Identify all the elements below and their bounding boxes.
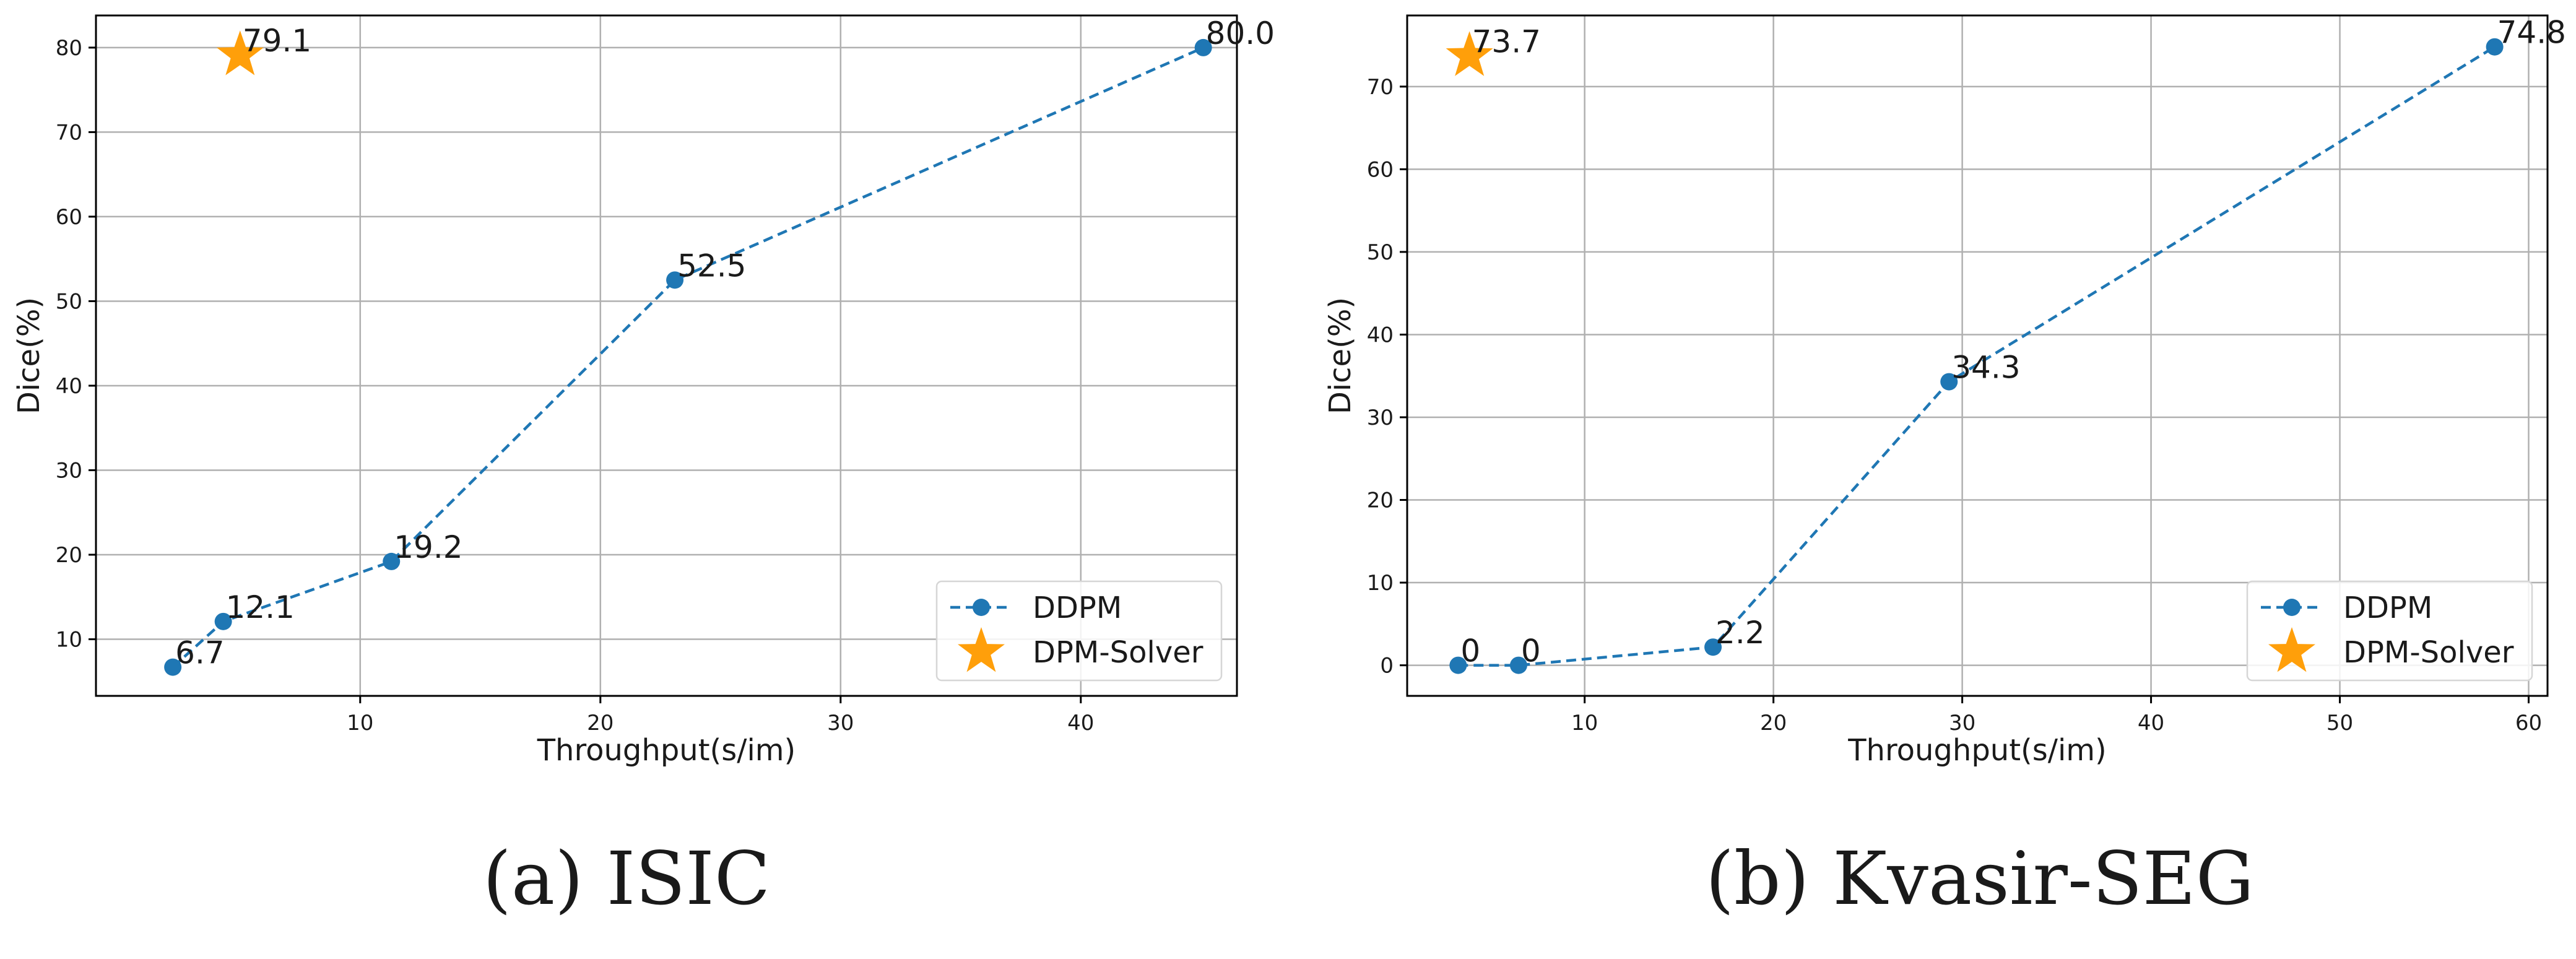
panel-isic: 10 20 30 40 10 20 30 40 50 60 70 80 Throughput(s/im)… — [12, 14, 1275, 768]
plot-frame — [95, 14, 1238, 697]
ddpm-data-label: 74.8 — [2497, 15, 2566, 51]
ddpm-data-label: 2.2 — [1715, 615, 1765, 651]
panel-kvasir: 10 20 30 40 50 60 0 10 20 30 40 50 60 70 Throughput(s/… — [1323, 14, 2566, 768]
y-tick-label: 30 — [56, 458, 82, 483]
ddpm-series-line — [171, 46, 1204, 669]
legend-ddpm-marker — [973, 599, 990, 616]
ddpm-data-label: 52.5 — [677, 248, 746, 284]
legend-ddpm-label: DDPM — [2343, 591, 2432, 625]
x-tick-label: 30 — [1949, 711, 1975, 736]
ddpm-point — [164, 658, 182, 676]
plot-frame — [1406, 14, 2549, 697]
caption-isic: (a) ISIC — [482, 836, 771, 921]
legend-box — [935, 580, 1223, 682]
y-tick-label: 50 — [1367, 240, 1394, 265]
dpm-solver-star — [1446, 31, 1493, 76]
dpm-solver-data-label: 79.1 — [243, 23, 311, 59]
caption-kvasir-seg: (b) Kvasir-SEG — [1705, 836, 2255, 921]
ddpm-point — [1449, 656, 1467, 674]
x-axis-label: Throughput(s/im) — [1847, 733, 2107, 768]
x-tick-label: 40 — [1067, 711, 1094, 736]
x-tick-label: 20 — [1760, 711, 1787, 736]
y-tick-label: 20 — [1367, 488, 1394, 513]
legend-dpm-solver-marker — [958, 627, 1005, 672]
legend-ddpm-label: DDPM — [1033, 591, 1122, 625]
y-tick-label: 50 — [56, 289, 82, 314]
dpm-solver-data-label: 73.7 — [1472, 24, 1541, 59]
x-tick-label: 10 — [1571, 711, 1598, 736]
ddpm-point — [1509, 656, 1527, 674]
y-tick-label: 70 — [1367, 75, 1394, 100]
ddpm-point — [1194, 38, 1212, 56]
x-tick-label: 40 — [2138, 711, 2164, 736]
y-tick-label: 70 — [56, 120, 82, 145]
ddpm-point — [1704, 638, 1722, 656]
y-tick-label: 0 — [1380, 654, 1394, 679]
y-tick-label: 40 — [1367, 323, 1394, 347]
ddpm-data-label: 80.0 — [1206, 15, 1275, 51]
dpm-solver-star — [216, 30, 264, 76]
ddpm-point — [1940, 373, 1958, 391]
y-tick-label: 10 — [1367, 571, 1394, 596]
y-axis-label: Dice(%) — [1323, 297, 1358, 414]
ddpm-data-label: 0 — [1521, 633, 1541, 669]
legend-box — [2246, 580, 2533, 682]
x-tick-label: 50 — [2327, 711, 2353, 736]
y-tick-label: 80 — [56, 36, 82, 61]
ddpm-data-label: 6.7 — [175, 635, 225, 671]
ddpm-data-label: 34.3 — [1951, 350, 2020, 386]
legend: DDPM DPM-Solver — [935, 580, 1223, 682]
x-axis-label: Throughput(s/im) — [537, 733, 796, 768]
ddpm-point — [383, 552, 401, 570]
legend-dpm-solver-marker — [2268, 627, 2315, 672]
legend-ddpm-marker — [2283, 599, 2301, 616]
y-tick-label: 20 — [56, 543, 82, 568]
ddpm-point — [2486, 38, 2504, 56]
ddpm-point — [214, 612, 232, 630]
y-tick-label: 60 — [1367, 157, 1394, 182]
x-tick-label: 60 — [2515, 711, 2542, 736]
ddpm-point — [666, 271, 684, 289]
y-tick-label: 10 — [56, 628, 82, 653]
ddpm-data-label: 0 — [1460, 633, 1480, 669]
legend-dpm-solver-label: DPM-Solver — [1033, 635, 1203, 670]
x-tick-label: 20 — [587, 711, 614, 736]
y-tick-label: 30 — [1367, 406, 1394, 430]
ddpm-data-label: 12.1 — [226, 589, 295, 625]
y-tick-label: 60 — [56, 205, 82, 230]
ddpm-data-label: 19.2 — [394, 529, 462, 565]
legend-dpm-solver-label: DPM-Solver — [2343, 635, 2514, 670]
y-tick-label: 40 — [56, 374, 82, 399]
x-tick-label: 10 — [347, 711, 373, 736]
x-tick-label: 30 — [827, 711, 854, 736]
legend: DDPM DPM-Solver — [2246, 580, 2533, 682]
y-axis-label: Dice(%) — [12, 297, 46, 414]
